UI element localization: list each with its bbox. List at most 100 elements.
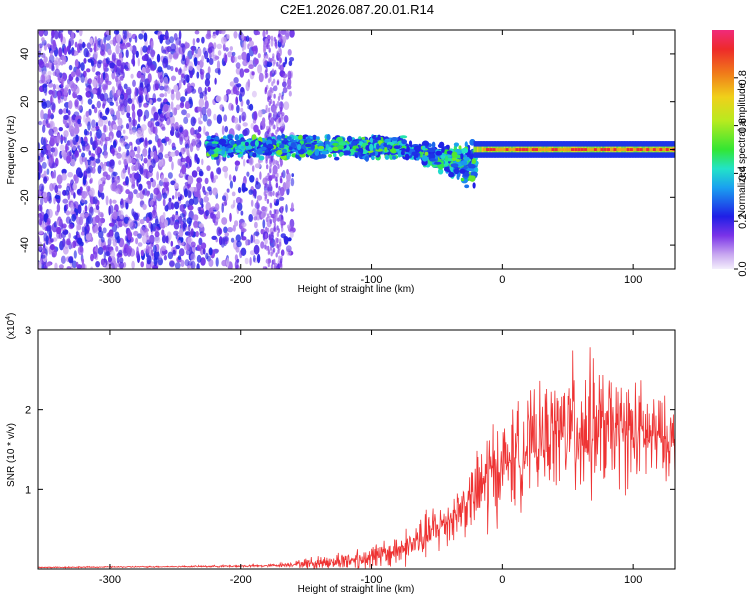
heat-cell	[143, 114, 146, 122]
heat-cell	[75, 68, 81, 77]
heat-cell	[142, 189, 146, 195]
heat-cell	[235, 245, 240, 253]
heat-cell	[102, 245, 107, 251]
heat-cell	[80, 195, 86, 204]
heat-cell	[227, 51, 234, 58]
heat-cell	[246, 52, 251, 63]
heat-cell	[351, 140, 357, 146]
heat-cell	[174, 150, 180, 157]
heat-cell	[245, 35, 250, 42]
heat-cell	[235, 123, 242, 131]
heat-cell	[132, 58, 136, 67]
heat-cell	[96, 146, 101, 154]
heat-cell	[472, 182, 476, 189]
heat-cell	[191, 170, 198, 178]
heat-cell	[67, 79, 70, 89]
heat-cell	[451, 156, 457, 162]
heat-cell	[68, 64, 73, 71]
heat-cell	[232, 224, 236, 232]
heat-cell	[152, 206, 156, 216]
heat-cell	[207, 47, 213, 54]
heat-cell	[455, 159, 460, 162]
heat-cell	[141, 55, 147, 61]
heat-cell	[275, 43, 278, 49]
heat-cell	[62, 237, 66, 248]
heat-cell	[53, 196, 56, 205]
heat-cell	[80, 62, 85, 72]
heat-cell	[89, 37, 94, 45]
heat-cell	[86, 42, 91, 49]
heat-cell	[207, 120, 212, 125]
heat-cell	[139, 219, 145, 225]
heat-cell	[240, 86, 245, 93]
heat-cell	[45, 119, 49, 124]
heat-cell	[85, 229, 89, 235]
heat-cell	[88, 78, 92, 84]
heat-cell	[183, 65, 188, 72]
heat-cell	[310, 144, 315, 150]
heat-cell	[626, 148, 630, 151]
heat-cell	[120, 124, 124, 129]
heat-cell	[272, 111, 278, 122]
heat-cell	[269, 219, 273, 224]
heat-cell	[282, 87, 288, 94]
heat-cell	[100, 258, 105, 266]
heat-cell	[215, 257, 219, 267]
heat-cell	[42, 119, 47, 127]
heat-cell	[59, 144, 65, 151]
heat-cell	[133, 230, 139, 237]
heat-cell	[150, 177, 154, 183]
heat-cell	[233, 77, 239, 84]
heat-cell	[149, 235, 155, 244]
heat-cell	[587, 148, 591, 151]
heat-cell	[221, 203, 224, 214]
heat-cell	[248, 157, 254, 166]
heat-cell	[596, 146, 598, 153]
heat-cell	[43, 30, 49, 37]
heat-cell	[279, 109, 283, 115]
heat-cell	[240, 210, 244, 216]
heat-cell	[97, 246, 104, 255]
heat-cell	[110, 159, 115, 170]
heat-cell	[93, 42, 97, 53]
heat-cell	[272, 247, 276, 253]
heat-cell	[167, 201, 173, 211]
heat-cell	[100, 236, 105, 243]
heat-cell	[51, 90, 55, 97]
heat-cell	[446, 150, 453, 155]
heat-cell	[93, 50, 98, 60]
heat-cell	[237, 187, 242, 194]
heat-cell	[150, 223, 153, 233]
heat-cell	[101, 115, 108, 121]
heat-cell	[334, 156, 340, 161]
heat-cell	[73, 235, 79, 240]
heat-cell	[267, 249, 271, 255]
heat-cell	[102, 98, 107, 107]
heat-cell	[166, 46, 172, 53]
heat-cell	[62, 198, 69, 204]
heat-cell	[267, 258, 271, 264]
heat-cell	[42, 124, 46, 133]
heat-cell	[268, 91, 271, 97]
heat-cell	[74, 150, 79, 158]
heat-cell	[46, 225, 52, 232]
heat-cell	[251, 165, 255, 172]
heat-cell	[282, 81, 287, 88]
heat-cell	[178, 79, 182, 89]
heat-cell	[263, 46, 267, 51]
heat-cell	[152, 93, 156, 103]
heat-cell	[629, 148, 633, 151]
heat-cell	[264, 89, 267, 95]
heat-cell	[52, 237, 58, 242]
heat-cell	[597, 148, 601, 151]
heat-cell	[290, 142, 296, 149]
heat-cell	[175, 244, 181, 250]
heat-cell	[263, 53, 266, 59]
heat-cell	[263, 191, 266, 196]
x-tick-label: -200	[230, 274, 252, 286]
heat-cell	[273, 222, 277, 228]
heat-cell	[150, 261, 155, 268]
heat-cell	[66, 155, 71, 164]
heat-cell	[212, 187, 218, 196]
heat-cell	[207, 66, 211, 74]
